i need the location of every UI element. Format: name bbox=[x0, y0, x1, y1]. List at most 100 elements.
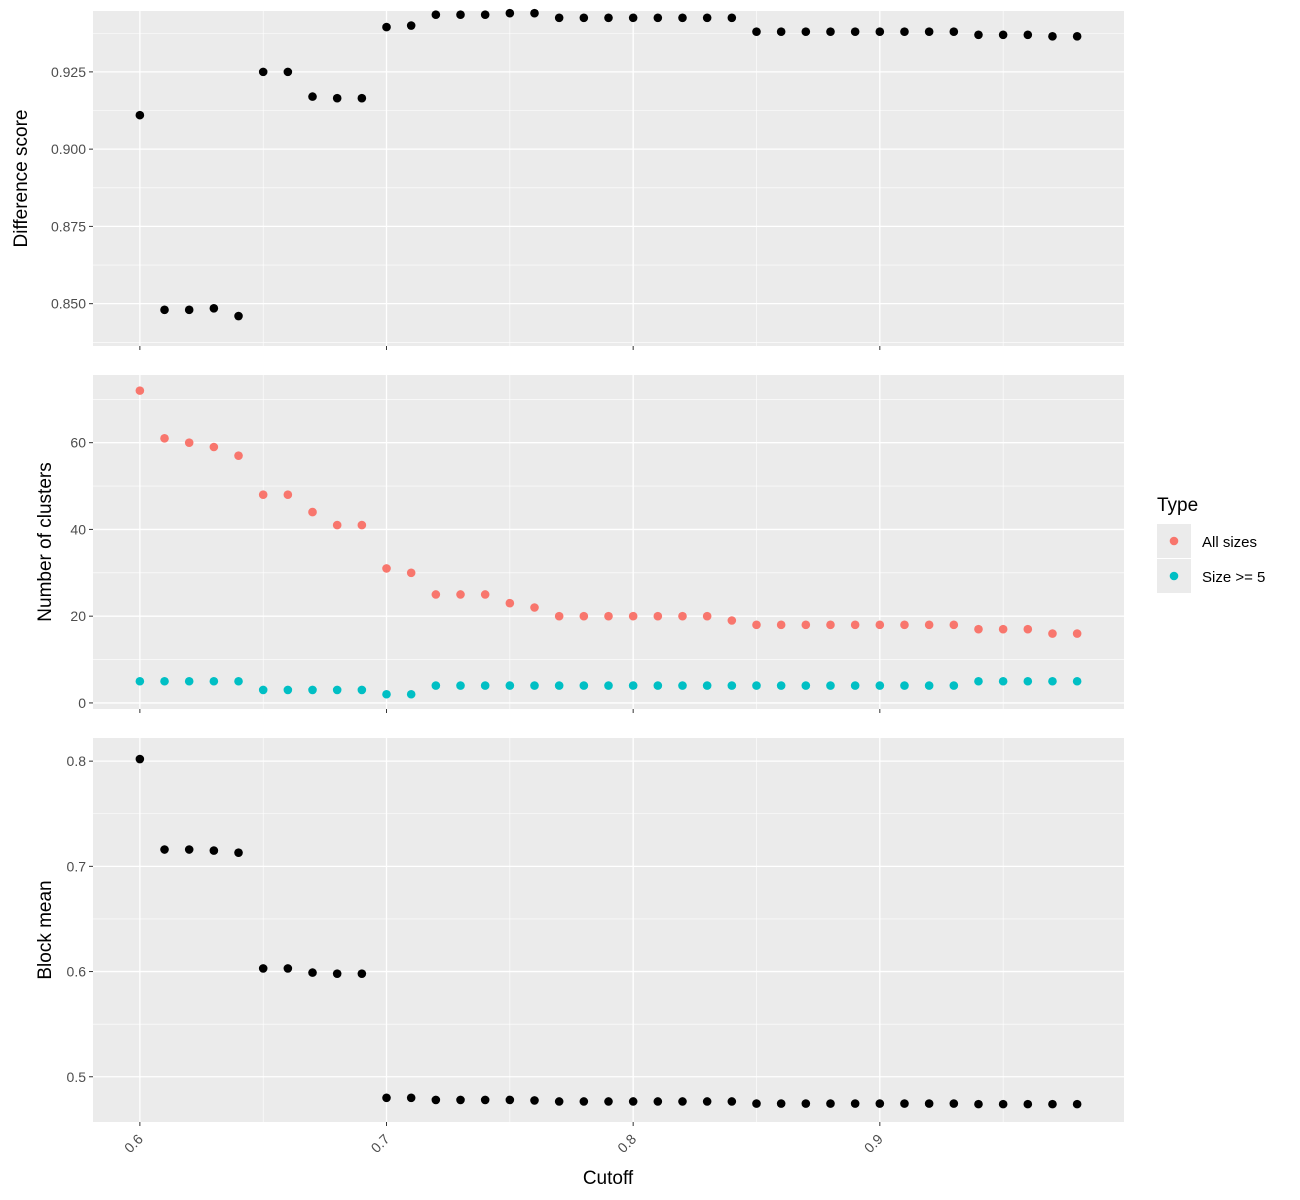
y-tick-label: 40 bbox=[70, 521, 86, 537]
data-point bbox=[628, 681, 638, 690]
legend-key-size-5 bbox=[1169, 571, 1179, 581]
legend-key-all-sizes bbox=[1169, 536, 1179, 546]
data-point bbox=[505, 681, 515, 690]
data-point bbox=[678, 611, 687, 621]
data-point bbox=[431, 681, 441, 690]
data-point bbox=[431, 10, 441, 20]
data-point bbox=[480, 681, 490, 690]
x-tick-label: 0.8 bbox=[614, 1131, 639, 1156]
legend-label-all-sizes: All sizes bbox=[1202, 534, 1257, 551]
data-point bbox=[875, 1099, 885, 1108]
data-point bbox=[604, 13, 613, 23]
data-point bbox=[480, 590, 490, 599]
data-point bbox=[1023, 676, 1033, 686]
legend: Type All sizes Size >= 5 bbox=[1157, 495, 1265, 593]
y-tick-label: 0.925 bbox=[51, 64, 86, 80]
data-point bbox=[776, 1099, 786, 1108]
data-point bbox=[160, 676, 169, 686]
y-tick-label: 60 bbox=[70, 435, 86, 451]
data-point bbox=[776, 681, 786, 690]
data-point bbox=[382, 22, 391, 32]
data-point bbox=[974, 676, 983, 686]
data-point bbox=[406, 568, 416, 578]
data-point bbox=[752, 27, 761, 37]
legend-label-size-5: Size >= 5 bbox=[1202, 569, 1265, 586]
y-tick-label: 0.7 bbox=[67, 858, 87, 874]
panel-background bbox=[93, 375, 1124, 709]
data-point bbox=[653, 1097, 663, 1106]
data-point bbox=[258, 67, 268, 77]
x-tick-label: 0.9 bbox=[861, 1131, 886, 1156]
data-point bbox=[1023, 1099, 1033, 1109]
y-tick-label: 0.6 bbox=[67, 964, 87, 980]
data-point bbox=[998, 624, 1008, 634]
data-point bbox=[1023, 30, 1033, 40]
data-point bbox=[505, 598, 515, 608]
panel-background bbox=[93, 11, 1124, 346]
data-point bbox=[949, 27, 959, 37]
data-point bbox=[628, 611, 638, 621]
data-point bbox=[727, 616, 737, 625]
data-point bbox=[308, 507, 317, 517]
data-point bbox=[974, 30, 983, 40]
data-point bbox=[554, 1097, 564, 1106]
data-point bbox=[480, 1095, 490, 1105]
data-point bbox=[554, 13, 564, 23]
data-point bbox=[924, 1099, 934, 1108]
data-point bbox=[308, 685, 317, 695]
data-point bbox=[135, 386, 145, 395]
data-point bbox=[283, 964, 293, 973]
data-point bbox=[406, 689, 416, 699]
data-point bbox=[530, 681, 539, 690]
data-point bbox=[184, 438, 194, 447]
data-point bbox=[727, 1097, 737, 1106]
panel-3: 0.5 0.6 0.7 0.8 0.6 0.7 0.8 0.9 Block mean bbox=[35, 738, 1124, 1156]
y-tick-label: 0.5 bbox=[67, 1069, 87, 1085]
data-point bbox=[924, 27, 934, 37]
data-point bbox=[727, 681, 737, 690]
data-point bbox=[530, 1096, 539, 1105]
data-point bbox=[554, 681, 564, 690]
data-point bbox=[826, 27, 835, 37]
data-point bbox=[604, 1097, 613, 1106]
data-point bbox=[900, 27, 909, 37]
y-tick-label: 0.8 bbox=[67, 753, 87, 769]
data-point bbox=[234, 676, 243, 686]
data-point bbox=[752, 681, 761, 690]
data-point bbox=[1048, 676, 1057, 686]
data-point bbox=[974, 1099, 983, 1109]
panel-1: 0.850 0.875 0.900 0.925 Difference score bbox=[11, 8, 1124, 350]
data-point bbox=[1072, 629, 1082, 638]
data-point bbox=[974, 624, 983, 634]
data-point bbox=[900, 1099, 909, 1108]
data-point bbox=[332, 685, 342, 695]
y-tick-label: 0.900 bbox=[51, 141, 86, 157]
y-tick-label: 0 bbox=[78, 695, 86, 711]
panel-background bbox=[93, 738, 1124, 1122]
data-point bbox=[209, 846, 219, 855]
data-point bbox=[628, 13, 638, 23]
data-point bbox=[431, 590, 441, 599]
x-tick-label: 0.6 bbox=[121, 1131, 146, 1156]
data-point bbox=[702, 1097, 712, 1106]
data-point bbox=[628, 1097, 638, 1106]
data-point bbox=[184, 845, 194, 854]
data-point bbox=[160, 305, 169, 315]
y-tick-label: 20 bbox=[70, 608, 86, 624]
data-point bbox=[1048, 629, 1057, 638]
data-point bbox=[382, 564, 391, 573]
data-point bbox=[702, 13, 712, 23]
data-point bbox=[1048, 1099, 1057, 1109]
data-point bbox=[456, 590, 465, 599]
data-point bbox=[357, 685, 367, 695]
data-point bbox=[382, 689, 391, 699]
data-point bbox=[579, 13, 589, 23]
data-point bbox=[480, 10, 490, 20]
data-point bbox=[752, 620, 761, 630]
data-point bbox=[209, 303, 219, 313]
data-point bbox=[826, 1099, 835, 1108]
data-point bbox=[357, 93, 367, 103]
data-point bbox=[209, 442, 219, 452]
y-axis-title: Difference score bbox=[11, 110, 32, 248]
